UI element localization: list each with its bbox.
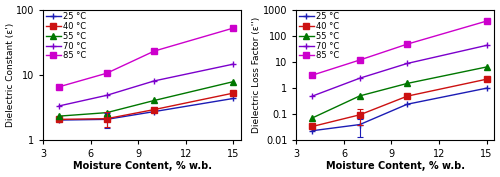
70 °C [404, 62, 410, 64]
70 °C [357, 77, 363, 79]
25 °C [310, 130, 316, 132]
25 °C [404, 103, 410, 105]
X-axis label: Moisture Content, % w.b.: Moisture Content, % w.b. [326, 161, 465, 172]
70 °C [104, 94, 110, 96]
40 °C [484, 78, 490, 80]
25 °C [104, 118, 110, 120]
85 °C [230, 27, 236, 29]
85 °C [56, 86, 62, 88]
Line: 40 °C: 40 °C [309, 76, 490, 130]
85 °C [357, 59, 363, 61]
25 °C [56, 119, 62, 121]
Line: 25 °C: 25 °C [56, 95, 237, 124]
85 °C [310, 74, 316, 76]
Line: 25 °C: 25 °C [309, 85, 490, 134]
Line: 85 °C: 85 °C [309, 18, 490, 78]
55 °C [404, 82, 410, 84]
55 °C [56, 115, 62, 117]
25 °C [230, 97, 236, 99]
70 °C [484, 44, 490, 46]
55 °C [104, 112, 110, 114]
70 °C [151, 80, 157, 82]
85 °C [104, 72, 110, 74]
40 °C [310, 125, 316, 128]
Line: 55 °C: 55 °C [56, 78, 236, 119]
X-axis label: Moisture Content, % w.b.: Moisture Content, % w.b. [73, 161, 212, 172]
25 °C [151, 110, 157, 113]
55 °C [310, 117, 316, 119]
Line: 55 °C: 55 °C [309, 64, 490, 121]
40 °C [104, 118, 110, 120]
Legend: 25 °C, 40 °C, 55 °C, 70 °C, 85 °C: 25 °C, 40 °C, 55 °C, 70 °C, 85 °C [45, 11, 88, 61]
85 °C [151, 50, 157, 52]
40 °C [230, 92, 236, 94]
Line: 85 °C: 85 °C [56, 25, 236, 90]
25 °C [484, 87, 490, 89]
25 °C [357, 124, 363, 126]
Line: 70 °C: 70 °C [309, 42, 490, 100]
Y-axis label: Dielectric Constant (ε'): Dielectric Constant (ε') [6, 22, 15, 127]
70 °C [310, 95, 316, 97]
Y-axis label: Dielectric Loss Factor (ε''): Dielectric Loss Factor (ε'') [252, 16, 262, 133]
70 °C [56, 105, 62, 107]
85 °C [404, 43, 410, 45]
Line: 40 °C: 40 °C [56, 90, 236, 122]
55 °C [357, 95, 363, 97]
40 °C [404, 95, 410, 97]
70 °C [230, 63, 236, 65]
40 °C [357, 114, 363, 116]
Line: 70 °C: 70 °C [56, 61, 237, 109]
85 °C [484, 20, 490, 22]
55 °C [230, 81, 236, 83]
40 °C [151, 109, 157, 111]
Legend: 25 °C, 40 °C, 55 °C, 70 °C, 85 °C: 25 °C, 40 °C, 55 °C, 70 °C, 85 °C [298, 11, 341, 61]
40 °C [56, 118, 62, 120]
55 °C [484, 66, 490, 68]
55 °C [151, 99, 157, 102]
